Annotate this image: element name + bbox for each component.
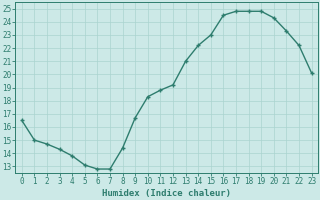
X-axis label: Humidex (Indice chaleur): Humidex (Indice chaleur) <box>102 189 231 198</box>
